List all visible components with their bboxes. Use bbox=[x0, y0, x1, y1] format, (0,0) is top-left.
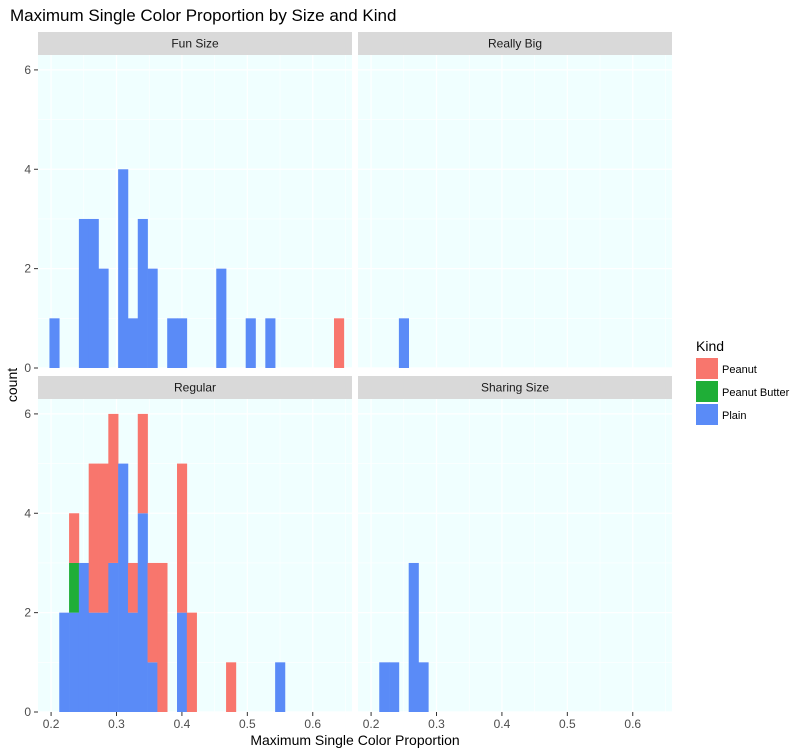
bar-regular-plain bbox=[69, 612, 80, 712]
bar-sharing-size-plain bbox=[389, 662, 400, 712]
bar-regular-peanut bbox=[108, 413, 119, 563]
bar-fun-size-plain bbox=[98, 268, 109, 368]
legend-label-plain: Plain bbox=[722, 410, 746, 422]
bar-fun-size-plain bbox=[118, 169, 129, 368]
bar-regular-plain bbox=[127, 612, 139, 712]
bar-fun-size-peanut bbox=[334, 318, 345, 368]
bar-regular-peanut bbox=[88, 463, 99, 613]
y-axis-title: count bbox=[4, 368, 20, 402]
legend-key-peanut bbox=[696, 358, 718, 379]
bar-regular-plain bbox=[177, 612, 188, 712]
facet-fun-size: Fun Size 0 2 4 6 bbox=[24, 32, 352, 375]
y-tick-label: 4 bbox=[24, 506, 31, 520]
bar-regular-peanut bbox=[157, 562, 168, 712]
x-tick-label: 0.2 bbox=[363, 717, 380, 731]
y-tick-label: 2 bbox=[24, 606, 31, 620]
bar-fun-size-plain bbox=[78, 218, 89, 368]
bar-sharing-size-plain bbox=[418, 662, 429, 712]
y-tick-label: 6 bbox=[24, 407, 31, 421]
bar-regular-peanut bbox=[147, 562, 158, 663]
x-tick-label: 0.5 bbox=[559, 717, 576, 731]
facet-strip-label: Really Big bbox=[488, 37, 542, 51]
x-tick-label: 0.6 bbox=[624, 717, 641, 731]
bar-fun-size-plain bbox=[245, 318, 256, 368]
facet-strip bbox=[358, 32, 672, 55]
bar-regular-peanut bbox=[127, 562, 139, 613]
panel-background bbox=[358, 55, 672, 368]
facet-strip bbox=[38, 32, 352, 55]
facet-strip bbox=[38, 376, 352, 399]
facet-strip bbox=[358, 376, 672, 399]
x-tick-label: 0.2 bbox=[43, 717, 60, 731]
bar-regular-peanut bbox=[186, 612, 197, 712]
legend-label-peanut: Peanut bbox=[722, 364, 757, 376]
facet-sharing-size: Sharing Size 0.2 0.3 0.4 0.5 0.6 bbox=[358, 376, 672, 731]
facet-strip-label: Sharing Size bbox=[481, 381, 549, 395]
legend: Kind Peanut Peanut Butter Plain bbox=[696, 338, 790, 425]
bar-fun-size-plain bbox=[167, 318, 178, 368]
bar-fun-size-plain bbox=[137, 218, 148, 368]
bar-regular-plain bbox=[108, 562, 119, 712]
bar-sharing-size-plain bbox=[408, 562, 419, 712]
bar-fun-size-plain bbox=[147, 268, 158, 368]
bar-fun-size-plain bbox=[88, 218, 99, 368]
facet-really-big: Really Big bbox=[358, 32, 672, 369]
y-tick-label: 2 bbox=[24, 262, 31, 276]
y-tick-label: 0 bbox=[24, 705, 31, 719]
bar-regular-peanut-butter bbox=[69, 562, 80, 613]
x-tick-label: 0.3 bbox=[108, 717, 125, 731]
legend-label-peanut-butter: Peanut Butter bbox=[722, 387, 790, 399]
x-tick-label: 0.4 bbox=[494, 717, 511, 731]
facet-regular: Regular 0 2 4 6 0.2 0.3 0.4 0.5 0.6 bbox=[24, 376, 352, 731]
bar-regular-peanut bbox=[69, 513, 80, 563]
bar-regular-plain bbox=[98, 612, 109, 712]
bar-regular-plain bbox=[78, 562, 89, 712]
x-tick-label: 0.3 bbox=[428, 717, 445, 731]
bar-regular-plain bbox=[118, 463, 129, 712]
bar-fun-size-plain bbox=[127, 318, 139, 368]
panel-background bbox=[358, 399, 672, 712]
y-tick-label: 4 bbox=[24, 162, 31, 176]
legend-key-plain bbox=[696, 404, 718, 425]
legend-key-peanut-butter bbox=[696, 381, 718, 402]
bar-sharing-size-plain bbox=[379, 662, 390, 712]
facet-strip-label: Regular bbox=[174, 381, 216, 395]
facet-strip-label: Fun Size bbox=[171, 37, 219, 51]
facet-panels: Fun Size 0 2 4 6 Really Big Regular 0 2 4 6 0.2 0.3 0… bbox=[24, 32, 672, 731]
bar-regular-plain bbox=[59, 612, 70, 712]
y-tick-label: 0 bbox=[24, 361, 31, 375]
bar-regular-plain bbox=[88, 612, 99, 712]
x-axis-title: Maximum Single Color Proportion bbox=[250, 732, 459, 748]
y-tick-label: 6 bbox=[24, 63, 31, 77]
bar-fun-size-plain bbox=[265, 318, 276, 368]
bar-fun-size-plain bbox=[216, 268, 227, 368]
bar-regular-plain bbox=[137, 513, 148, 712]
bar-fun-size-plain bbox=[177, 318, 188, 368]
x-tick-label: 0.6 bbox=[304, 717, 321, 731]
bar-regular-peanut bbox=[98, 463, 109, 613]
bar-regular-plain bbox=[275, 662, 286, 712]
chart-title: Maximum Single Color Proportion by Size … bbox=[10, 6, 396, 25]
bar-regular-peanut bbox=[226, 662, 237, 712]
bar-regular-plain bbox=[147, 662, 158, 712]
x-tick-label: 0.4 bbox=[174, 717, 191, 731]
bar-really-big-plain bbox=[398, 318, 409, 368]
bar-fun-size-plain bbox=[49, 318, 60, 368]
legend-title: Kind bbox=[696, 338, 724, 354]
bar-regular-peanut bbox=[177, 463, 188, 613]
bar-regular-peanut bbox=[137, 413, 148, 514]
x-tick-label: 0.5 bbox=[239, 717, 256, 731]
